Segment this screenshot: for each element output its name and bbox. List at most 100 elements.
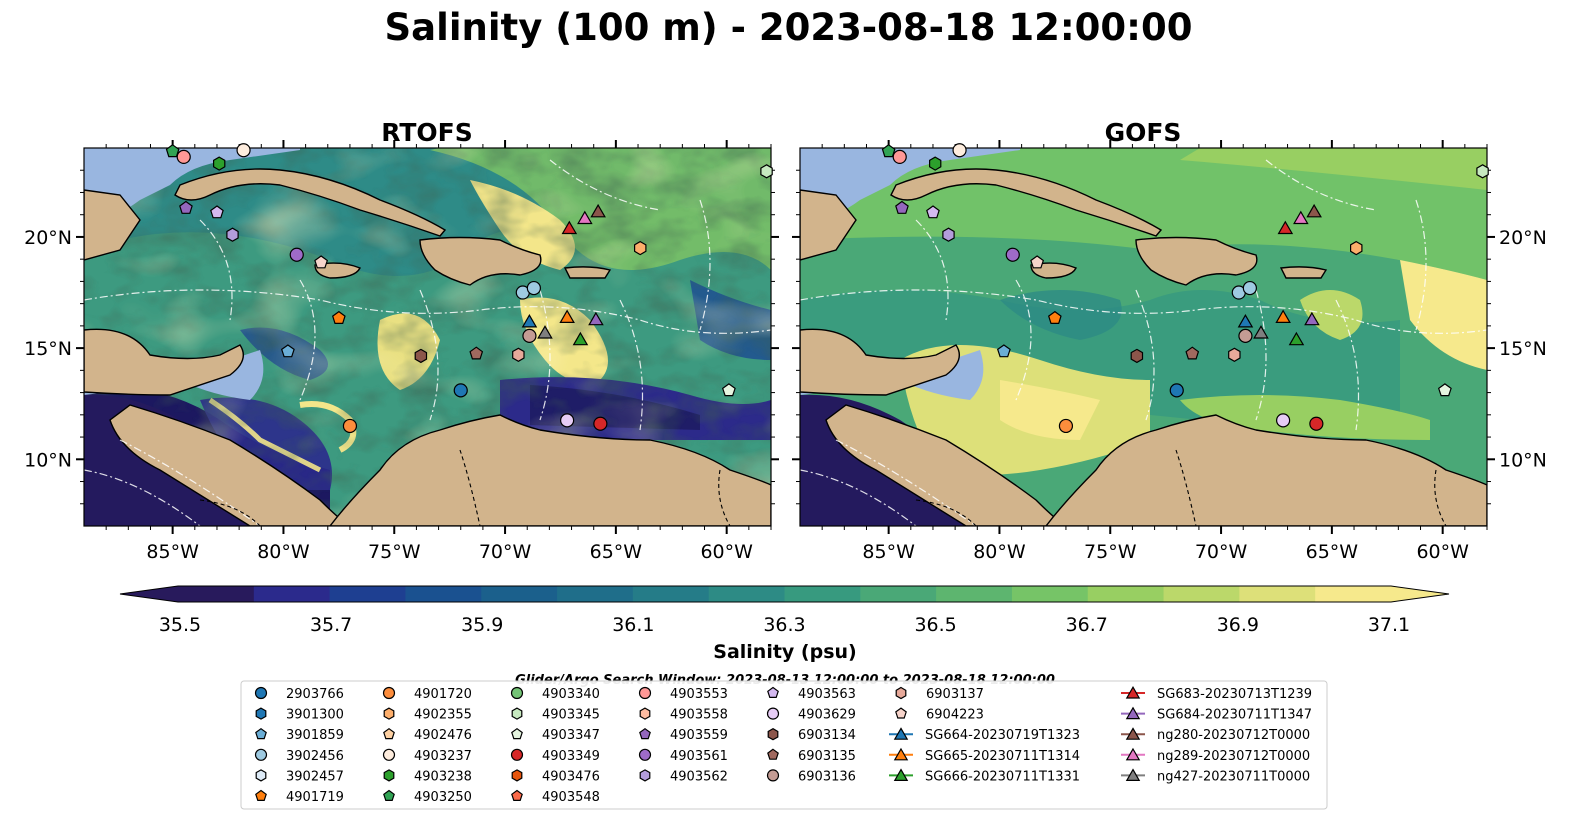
observation-marker: [633, 240, 647, 256]
legend-marker: [767, 686, 779, 699]
observation-marker: [522, 328, 537, 343]
legend-label: 3902457: [286, 769, 344, 784]
lon-tick-label: 60°W: [700, 541, 753, 563]
legend-entry: SG664-20230719T1323: [889, 727, 1080, 743]
colorbar-segment: [1239, 586, 1316, 602]
observation-marker: [1169, 383, 1184, 398]
legend-entry: ng427-20230711T0000: [1121, 768, 1310, 784]
legend-marker: [766, 769, 780, 782]
legend-marker: [767, 728, 779, 741]
colorbar-title: Salinity (psu): [713, 641, 856, 663]
legend-entry: 4903349: [510, 748, 600, 764]
observation-marker: [996, 344, 1011, 358]
legend-label: ng280-20230712T0000: [1157, 728, 1310, 743]
colorbar-segment: [481, 586, 558, 602]
legend-label: SG684-20230711T1347: [1157, 708, 1312, 723]
observation-marker: [892, 149, 907, 164]
observation-marker: [226, 227, 239, 242]
observation-marker: [1130, 348, 1144, 364]
lon-tick-label: 80°W: [257, 541, 310, 563]
observation-marker: [521, 313, 538, 328]
legend-marker: [766, 707, 780, 720]
observation-markers-rtofs: [165, 143, 773, 434]
colorbar-segment: [405, 586, 482, 602]
observation-marker: [331, 310, 346, 324]
colorbar-tick-label: 35.5: [159, 614, 201, 636]
legend-marker: [767, 748, 779, 760]
legend-marker: [1125, 768, 1141, 782]
isobath-lines: [84, 159, 771, 526]
legend-marker: [511, 727, 523, 740]
lon-tick-label: 75°W: [1084, 541, 1137, 563]
observation-marker: [1185, 346, 1200, 360]
observation-marker: [526, 280, 541, 296]
observation-marker: [559, 309, 575, 323]
legend-entry: 4903559: [639, 727, 728, 743]
legend-marker: [382, 748, 396, 761]
observation-marker: [1276, 413, 1291, 428]
legend-label: 4903476: [542, 769, 600, 784]
lon-tick-label: 85°W: [146, 541, 199, 563]
legend-label: 2903766: [286, 687, 344, 702]
legend-entry: 4901720: [382, 686, 472, 702]
colorbar-segment: [329, 586, 406, 602]
axes-gofs: 85°W 80°W 75°W 70°W 65°W 60°W 20°N 15°N 10°N: [792, 140, 1547, 563]
colorbar-segment: [1011, 586, 1089, 602]
legend-label: 6903137: [926, 687, 984, 702]
observation-markers-gofs: [881, 143, 1489, 434]
colorbar-segment: [1087, 586, 1165, 602]
legend-label: 4903345: [542, 708, 600, 723]
legend-entry: 3901300: [255, 707, 344, 723]
observation-marker: [588, 311, 604, 326]
observation-marker: [1309, 416, 1324, 431]
panel-title-gofs: GOFS: [1105, 118, 1182, 147]
colorbar-segment: [557, 586, 634, 602]
land: [800, 168, 1487, 526]
legend-entry: ng280-20230712T0000: [1121, 727, 1310, 743]
legend-marker: [895, 707, 907, 719]
legend-marker: [254, 686, 268, 700]
colorbar-segment: [860, 586, 937, 602]
observation-marker: [721, 383, 736, 397]
observation-marker: [1476, 164, 1489, 179]
lat-tick-label: 10°N: [24, 449, 72, 471]
legend-label: 4903237: [414, 749, 472, 764]
lon-tick-label: 80°W: [973, 541, 1026, 563]
colorbar-extend-low: [120, 586, 178, 602]
legend-entry: 6903134: [767, 728, 856, 743]
colorbar-tick-label: 36.3: [763, 614, 805, 636]
legend-label: 3901859: [286, 728, 344, 743]
legend-marker: [383, 789, 395, 802]
legend-label: 4903250: [414, 790, 472, 805]
legend-marker: [510, 686, 524, 700]
colorbar: 35.5 35.7 35.9 36.1 36.3 36.5 36.7 36.9 37.1: [119, 585, 1450, 636]
legend-entry: 4903548: [511, 789, 600, 805]
observation-marker: [560, 413, 575, 428]
legend-marker: [383, 727, 395, 740]
legend-entry: 6903135: [767, 748, 856, 764]
observation-marker: [1275, 309, 1291, 323]
legend-marker: [255, 789, 267, 802]
legend-entry: SG665-20230711T1314: [889, 747, 1080, 764]
legend-label: 3901300: [286, 708, 344, 723]
observation-marker: [453, 383, 468, 398]
legend-label: 6903134: [798, 728, 856, 743]
map-panel-rtofs: RTOFS: [24, 118, 779, 563]
colorbar-tick-label: 35.9: [461, 614, 503, 636]
lat-tick-label: 15°N: [24, 338, 72, 360]
lon-tick-label: 65°W: [1306, 541, 1359, 563]
legend-entry: SG666-20230711T1331: [889, 768, 1080, 784]
legend-entry: 4903345: [511, 707, 600, 723]
observation-marker: [928, 156, 942, 171]
observation-marker: [1253, 325, 1269, 339]
observation-marker: [1238, 328, 1253, 343]
observation-marker: [1005, 247, 1020, 262]
legend-label: 4903558: [670, 708, 728, 723]
observation-marker: [213, 156, 226, 171]
observation-marker: [1293, 210, 1309, 225]
observation-marker: [537, 325, 553, 339]
legend-marker: [510, 748, 524, 761]
lon-tick-label: 60°W: [1416, 541, 1469, 563]
observation-marker: [926, 205, 940, 219]
